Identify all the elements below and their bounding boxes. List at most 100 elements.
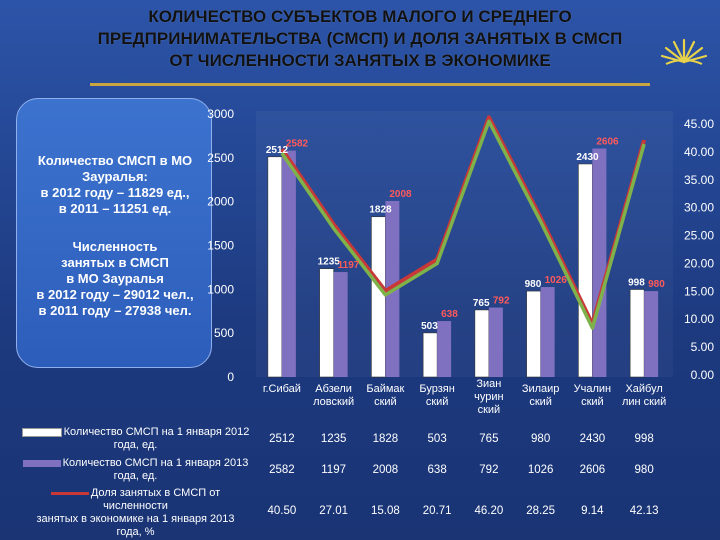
legend-text: Количество СМСП на 1 января 2013 [62,457,249,469]
y-right-tick-label: 20.00 [684,256,714,270]
value-label-2013: 2606 [596,137,619,148]
legend-text: года, ед. [113,439,158,451]
y-left-tick-label: 3000 [207,107,234,121]
y-right-tick-label: 45.00 [684,117,714,131]
x-tick-label: г.Сибай [262,383,301,395]
y-axis-right: 0.00 5.00 10.00 15.00 20.00 25.00 30.00 35.00 40… [684,117,714,382]
value-label-2013: 2582 [286,139,309,150]
table-cell: 40.50 [267,505,297,517]
info-line: занятых в СМСП [61,255,169,270]
table-cell: 765 [479,433,499,445]
table-cell: 980 [531,433,551,445]
bar-2012 [319,268,334,378]
value-label-2012: 980 [525,279,542,290]
info-line: Численность [72,239,158,254]
value-label-2013: 1026 [545,275,568,286]
x-tick-label: Баймак ский [366,383,405,408]
bar-2012 [578,163,593,378]
table-cell: 638 [427,464,447,476]
table-cell: 1828 [372,433,399,445]
bar-2013 [488,307,503,377]
bar-2012 [474,309,490,378]
legend-swatch-2012 [21,427,62,437]
info-line: в 2012 году – 11829 ед., [40,185,190,200]
table-cell: 42.13 [629,505,659,517]
info-employment: Численность занятых в СМСП в МО Зауралья… [21,239,209,319]
y-right-tick-label: 15.00 [684,284,714,298]
info-line: в МО Зауралья [66,271,164,286]
value-label-2012: 503 [421,321,438,332]
title-line-1: КОЛИЧЕСТВО СУБЪЕКТОВ МАЛОГО И СРЕДНЕГО [148,7,572,26]
y-right-tick-label: 0.00 [691,368,715,382]
table-cell: 1197 [321,464,346,476]
x-tick-label: Бурзян ский [419,383,455,408]
legend-text: Доля занятых в СМСП от численности [90,487,221,512]
legend-text: года, ед. [113,470,158,482]
x-tick-label: Зиан чурин ский [474,378,504,416]
legend-2012: Количество СМСП на 1 января 2012 года, е… [18,426,253,452]
value-label-2013: 1197 [338,260,360,271]
info-line: в 2011 году – 27938 чел. [38,303,192,318]
y-left-tick-label: 2000 [207,195,234,209]
title-divider [90,83,650,86]
table-cell: 46.20 [474,505,504,517]
y-right-tick-label: 30.00 [684,201,714,215]
table-cell: 2606 [579,464,606,476]
value-label-2012: 765 [473,298,490,309]
title-line-2: ПРЕДПРИНИМАТЕЛЬСТВА (СМСП) И ДОЛЯ ЗАНЯТЫ… [97,29,623,48]
y-right-tick-label: 10.00 [684,312,714,326]
value-label-2012: 1828 [369,205,392,216]
legend-text: года, % [116,526,155,538]
legend-swatch-share [50,491,89,495]
legend-2013: Количество СМСП на 1 января 2013 года, е… [18,457,253,483]
table-cell: 792 [479,464,499,476]
table-cell: 998 [634,433,654,445]
plot-area [256,111,673,377]
legend-text: занятых в экономике на 1 января 2013 [36,513,235,525]
y-right-tick-label: 40.00 [684,145,714,159]
value-label-2012: 1235 [318,257,341,268]
bar-2013 [540,287,555,377]
bar-2012 [267,156,283,378]
legend-share: Доля занятых в СМСП от численности занят… [18,487,253,539]
y-left-tick-label: 1500 [207,239,234,253]
bar-2012 [371,216,386,378]
info-panel: Количество СМСП в МО Зауралья: в 2012 го… [16,98,212,368]
y-left-tick-label: 1000 [207,282,234,296]
table-cell: 27.01 [319,505,349,517]
x-tick-label: Зилаир ский [521,383,560,408]
table-cell: 1235 [320,433,347,445]
page-title: КОЛИЧЕСТВО СУБЪЕКТОВ МАЛОГО И СРЕДНЕГО П… [0,6,720,72]
bar-2013 [437,321,452,377]
bar-2012 [629,289,645,378]
table-cell: 2582 [269,464,295,476]
bar-2013 [592,148,607,377]
y-right-tick-label: 35.00 [684,173,714,187]
value-label-2013: 2008 [389,189,412,200]
legend-text: Количество СМСП на 1 января 2012 [63,426,250,438]
value-label-2012: 2430 [576,152,599,163]
y-right-tick-label: 25.00 [684,229,714,243]
table-cell: 2008 [372,464,399,476]
value-label-2013: 638 [441,309,458,320]
value-label-2012: 2512 [266,145,289,156]
table-cell: 2430 [579,433,606,445]
table-cell: 15.08 [370,505,400,517]
bar-2013 [333,272,348,377]
share-lines-group [280,115,647,330]
share-line-shadow [280,119,646,330]
title-line-3: ОТ ЧИСЛЕННОСТИ ЗАНЯТЫХ В ЭКОНОМИКЕ [169,51,551,70]
x-tick-label: Абзели ловский [313,383,355,408]
table-cell: 20.71 [422,505,452,517]
y-left-tick-label: 500 [214,326,234,340]
y-left-tick-label: 0 [227,370,234,384]
table-cell: 503 [427,433,447,445]
table-cell: 980 [634,464,654,476]
value-label-2013: 792 [493,296,510,307]
table-cell: 9.14 [581,505,604,517]
legend-swatch-2013 [22,459,61,467]
bar-2013 [281,150,296,377]
table-cell: 2512 [269,433,295,445]
